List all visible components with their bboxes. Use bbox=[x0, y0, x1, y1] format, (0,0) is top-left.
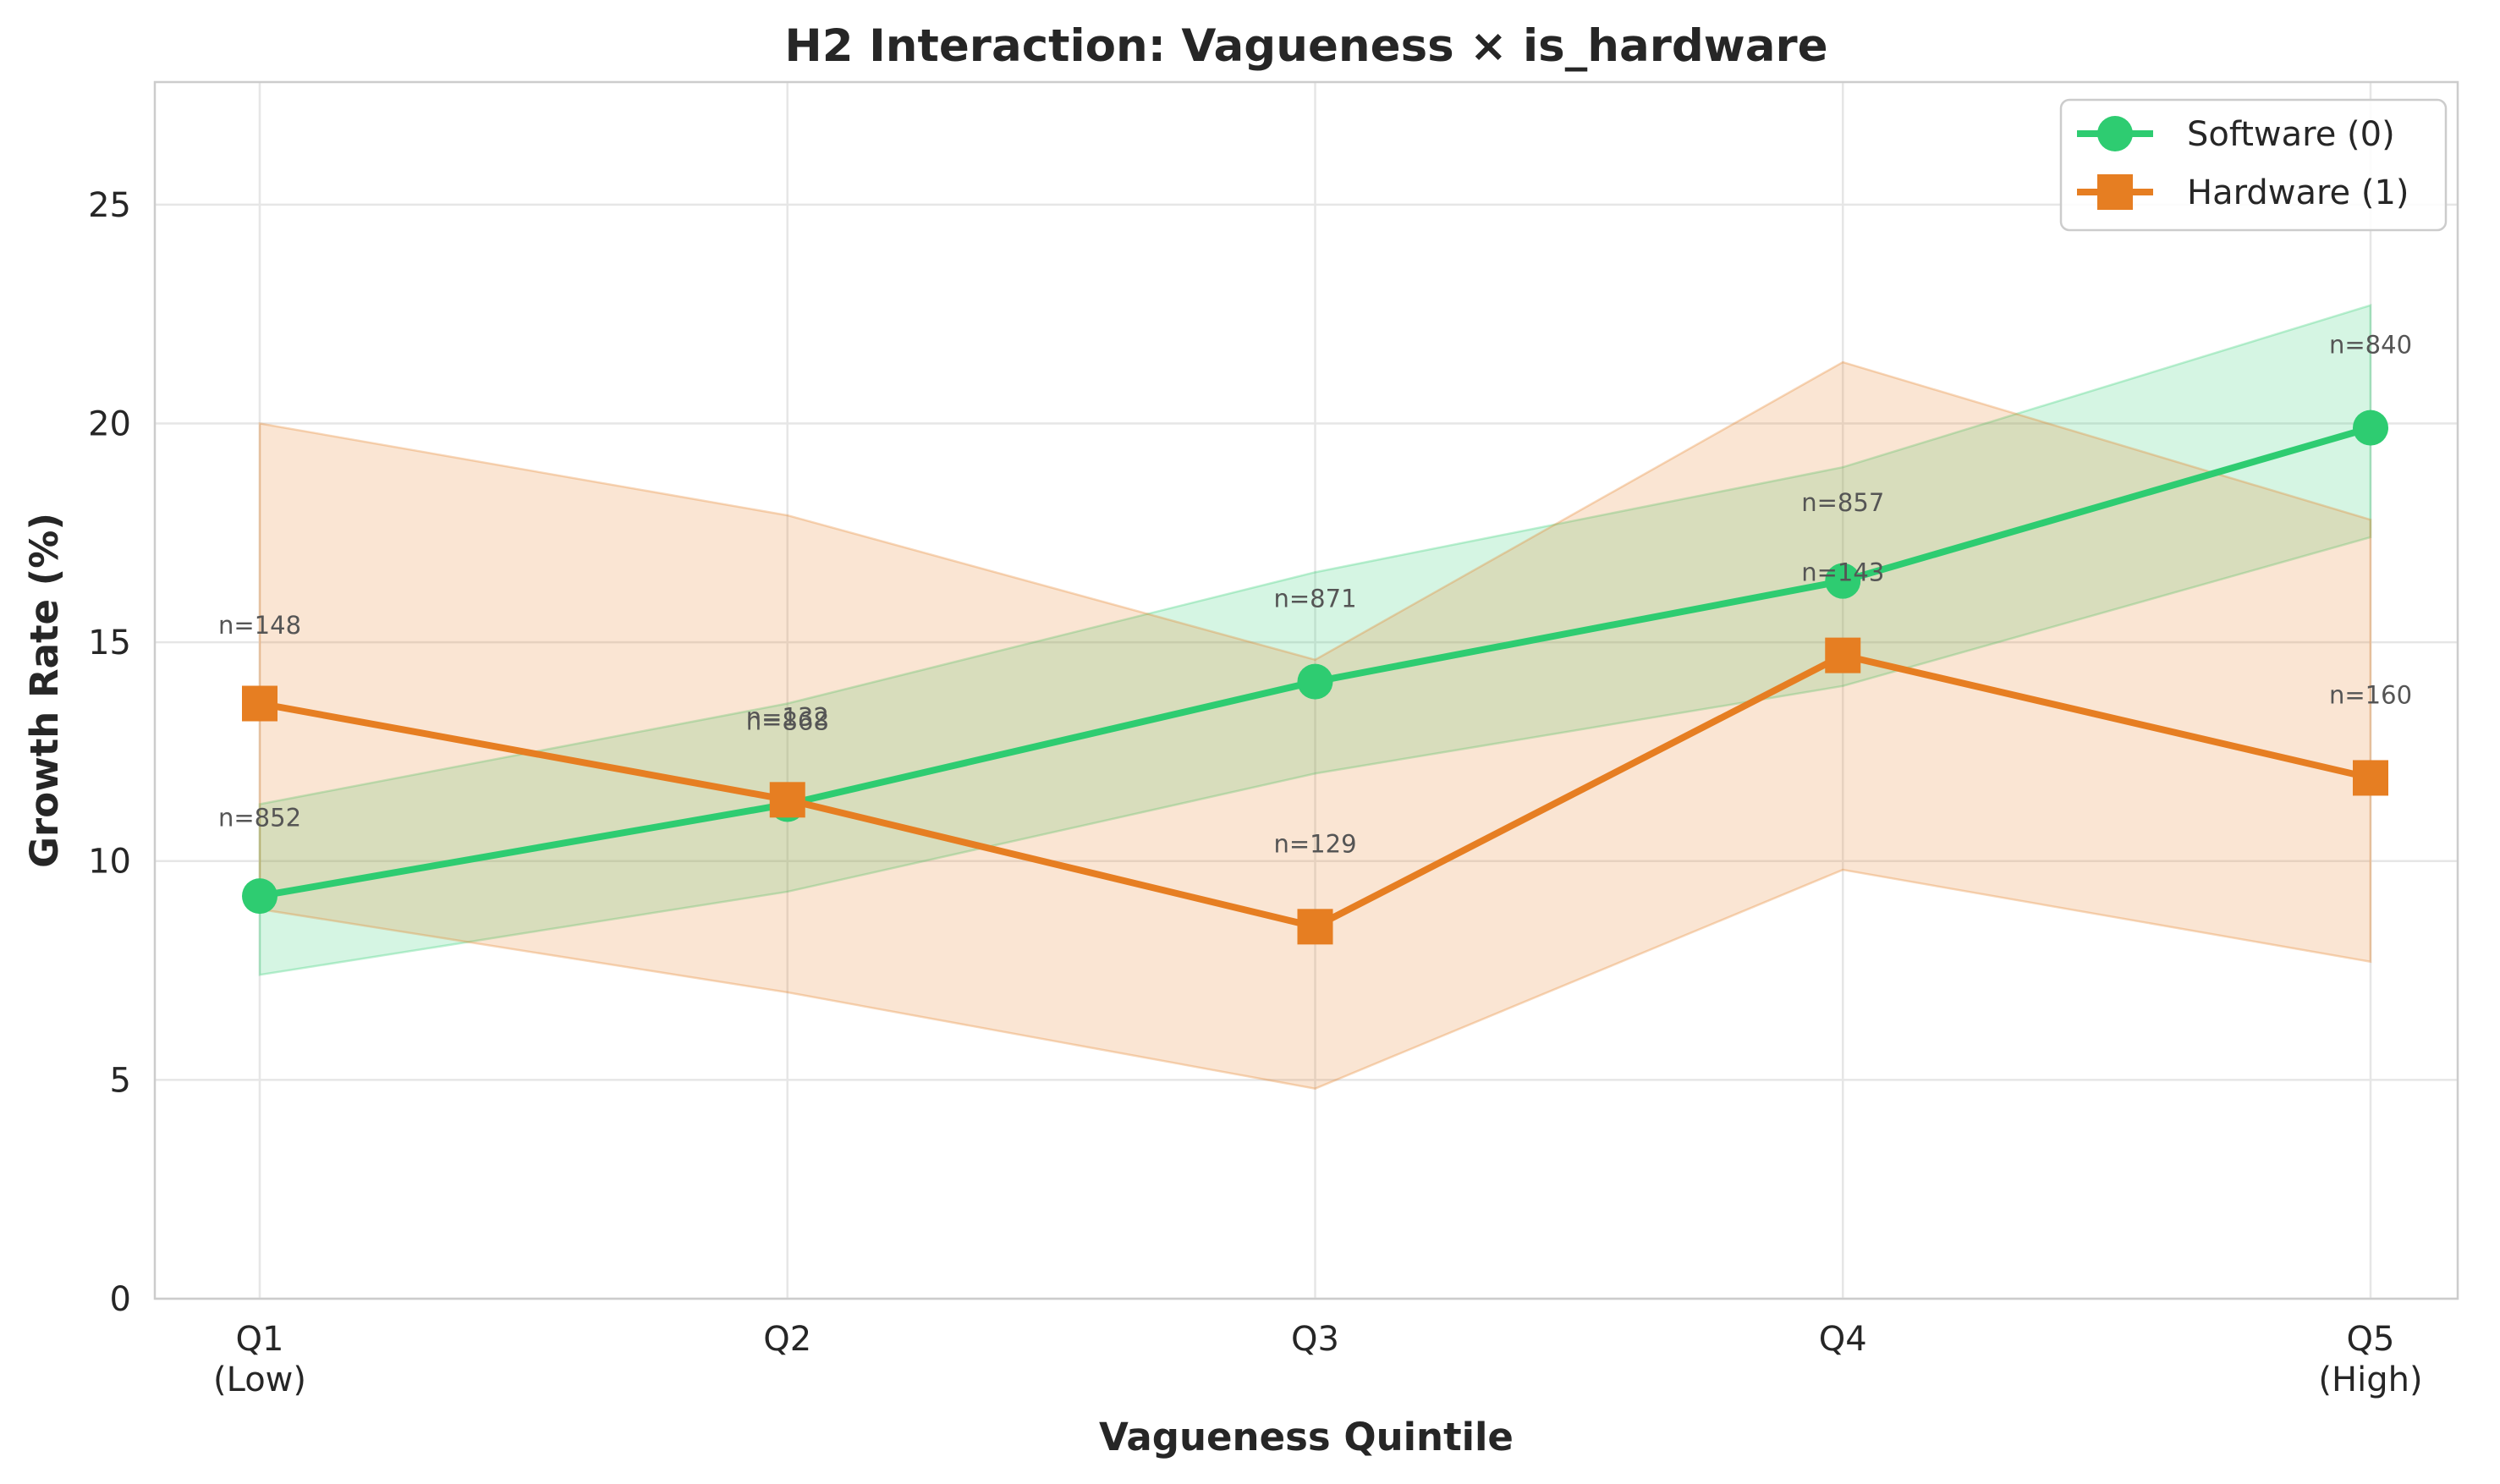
grid-layer bbox=[155, 82, 2458, 1300]
x-tick-label-line: Q2 bbox=[763, 1320, 811, 1359]
legend-box bbox=[2059, 98, 2448, 232]
y-tick-label-3: 15 bbox=[88, 624, 131, 662]
legend-marker-0 bbox=[2097, 116, 2133, 151]
x-tick-label-line: Q4 bbox=[1819, 1320, 1867, 1359]
n-label-series-1-1: n=132 bbox=[746, 702, 829, 731]
x-tick-label-1: Q2 bbox=[763, 1320, 811, 1359]
x-tick-label-line: Q3 bbox=[1291, 1320, 1339, 1359]
x-tick-label-line: Q1 bbox=[236, 1320, 284, 1359]
n-label-series-1-4: n=160 bbox=[2329, 681, 2412, 710]
x-tick-labels: Q1 (Low) Q2 Q3 Q4 Q5 (High) bbox=[213, 1320, 2423, 1399]
n-label-series-0-0: n=852 bbox=[218, 803, 301, 832]
data-point-series-1-4 bbox=[2353, 760, 2388, 796]
legend-label-0: Software (0) bbox=[2187, 115, 2395, 154]
ci-band-series-1 bbox=[258, 360, 2372, 1091]
data-point-series-1-3 bbox=[1825, 637, 1861, 673]
data-point-series-0-3 bbox=[1825, 563, 1861, 599]
x-tick-label-line: (Low) bbox=[213, 1360, 306, 1399]
y-axis-label: Growth Rate (%) bbox=[22, 513, 67, 868]
n-label-series-0-2: n=871 bbox=[1273, 585, 1356, 613]
n-label-series-1-0: n=148 bbox=[218, 611, 301, 640]
data-point-series-1-2 bbox=[1297, 909, 1333, 945]
n-label-series-1-2: n=129 bbox=[1273, 829, 1356, 858]
x-tick-label-3: Q4 bbox=[1819, 1320, 1867, 1359]
n-label-series-0-4: n=840 bbox=[2329, 331, 2412, 360]
y-tick-label-5: 25 bbox=[88, 186, 131, 225]
legend: Software (0) Hardware (1) bbox=[2059, 98, 2448, 232]
x-tick-label-0: Q1 (Low) bbox=[213, 1320, 306, 1399]
data-point-series-0-4 bbox=[2353, 409, 2388, 446]
x-tick-label-line: Q5 bbox=[2347, 1320, 2395, 1359]
n-label-series-0-1: n=868 bbox=[746, 707, 829, 736]
plot-frame bbox=[153, 80, 2459, 1300]
legend-marker-1 bbox=[2097, 174, 2133, 210]
y-tick-label-2: 10 bbox=[88, 843, 131, 882]
y-tick-label-1: 5 bbox=[110, 1061, 131, 1100]
n-label-series-1-3: n=143 bbox=[1801, 558, 1884, 587]
y-tick-labels: 0 5 10 15 20 25 bbox=[88, 186, 131, 1319]
x-tick-label-line: (High) bbox=[2318, 1360, 2422, 1399]
data-point-series-1-1 bbox=[769, 782, 805, 818]
n-label-series-0-3: n=857 bbox=[1801, 488, 1884, 517]
data-point-series-0-2 bbox=[1297, 663, 1333, 700]
chart-title: H2 Interaction: Vagueness × is_hardware bbox=[784, 20, 1827, 72]
sample-size-labels: n=852 n=868 n=871 n=857 n=840 n=148 n=132 n=129… bbox=[218, 331, 2412, 859]
legend-label-1: Hardware (1) bbox=[2187, 173, 2409, 212]
y-tick-label-0: 0 bbox=[110, 1280, 131, 1319]
data-point-series-0-0 bbox=[242, 878, 277, 915]
data-point-series-1-0 bbox=[242, 685, 277, 722]
y-tick-label-4: 20 bbox=[88, 404, 131, 443]
x-tick-label-2: Q3 bbox=[1291, 1320, 1339, 1359]
x-tick-label-4: Q5 (High) bbox=[2318, 1320, 2422, 1399]
series-markers bbox=[242, 409, 2388, 945]
x-axis-label: Vagueness Quintile bbox=[1099, 1415, 1514, 1459]
